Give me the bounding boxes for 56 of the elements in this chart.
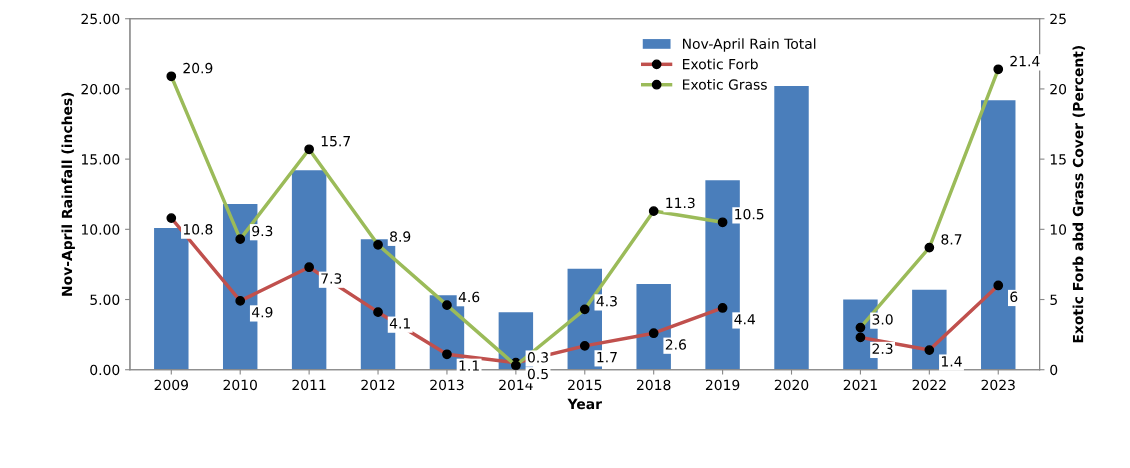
data-label: 11.3 <box>666 197 695 209</box>
x-tick-label: 2023 <box>981 379 1015 391</box>
x-tick-label: 2015 <box>568 379 602 391</box>
y2-tick-label: 5 <box>1050 294 1057 305</box>
data-label: 8.9 <box>390 231 411 242</box>
x-tick-label: 2018 <box>637 379 671 391</box>
data-label: 4.1 <box>389 318 410 329</box>
data-label: 1.1 <box>459 360 479 371</box>
x-tick-label: 2010 <box>223 379 257 391</box>
legend-label: Exotic Grass <box>683 79 767 90</box>
legend-label: Exotic Forb <box>683 58 758 70</box>
data-label: 4.3 <box>596 295 617 307</box>
y2-tick-label: 25 <box>1050 13 1066 25</box>
data-label: 20.9 <box>183 62 213 74</box>
data-label: 10.5 <box>735 208 764 220</box>
data-label: 4.6 <box>458 291 480 303</box>
data-label: 2.6 <box>665 339 687 350</box>
data-label: 21.4 <box>1010 55 1040 67</box>
data-label: 7.3 <box>321 273 342 284</box>
x-tick-label: 2011 <box>292 379 326 391</box>
x-axis-title: Year <box>567 398 602 410</box>
data-label: 8.7 <box>941 234 962 245</box>
legend-label: Nov-April Rain Total <box>683 38 816 52</box>
y-tick-label: 10.00 <box>81 224 120 235</box>
x-tick-label: 2009 <box>154 379 188 391</box>
data-label: 1.4 <box>941 356 962 367</box>
data-label: 9.3 <box>252 225 273 237</box>
data-label: 0.3 <box>527 352 548 363</box>
data-label: 4.9 <box>252 306 273 318</box>
data-label: 1.7 <box>597 352 617 363</box>
y-axis-title: Nov-April Rainfall (inches) <box>61 92 75 296</box>
data-label: 10.8 <box>183 224 213 235</box>
x-tick-label: 2019 <box>705 379 740 391</box>
x-tick-label: 2021 <box>843 379 877 391</box>
y-tick-label: 20.00 <box>81 83 120 95</box>
x-tick-label: 2022 <box>912 379 946 391</box>
data-label: 2.3 <box>872 343 893 354</box>
x-tick-label: 2020 <box>774 379 809 391</box>
y2-tick-label: 0 <box>1050 364 1058 376</box>
bar <box>774 86 809 370</box>
bar <box>981 100 1016 370</box>
y-tick-label: 15.00 <box>81 154 120 165</box>
data-label: 4.4 <box>734 314 756 325</box>
y2-tick-label: 10 <box>1050 224 1067 235</box>
x-tick-label: 2012 <box>361 379 395 391</box>
y-tick-label: 5.00 <box>90 294 120 305</box>
data-label: 3.0 <box>872 314 893 325</box>
data-label: 6 <box>1010 291 1018 303</box>
y2-axis-title: Exotic Forb abd Grass Cover (Percent) <box>1072 45 1085 343</box>
x-tick-label: 2013 <box>430 379 464 391</box>
y2-tick-label: 20 <box>1050 83 1067 95</box>
data-label: 15.7 <box>321 136 350 147</box>
y2-tick-label: 15 <box>1050 154 1066 165</box>
y-tick-label: 25.00 <box>81 13 120 25</box>
data-label: 0.5 <box>527 368 548 380</box>
y-tick-label: 0.00 <box>90 364 120 376</box>
